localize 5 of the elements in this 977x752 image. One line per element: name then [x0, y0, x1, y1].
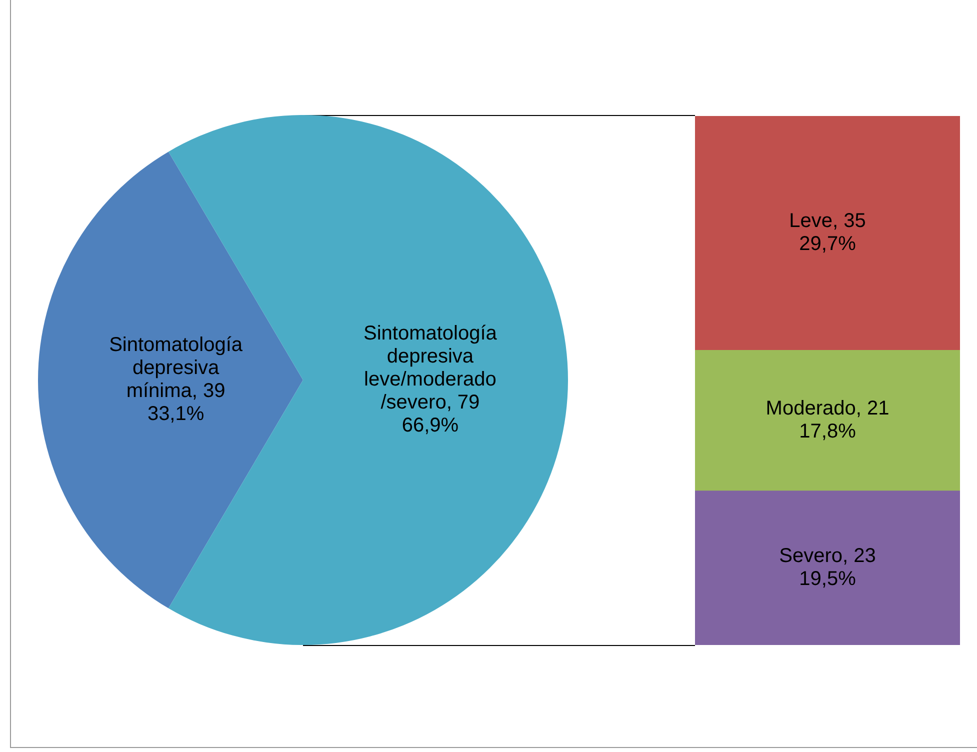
data-label: Severo, 23 19,5% — [779, 545, 876, 590]
slice-label: Sintomatología depresiva mínima, 39 33,1% — [109, 334, 244, 426]
data-label: Moderado, 21 17,8% — [766, 398, 890, 443]
data-label: Leve, 35 29,7% — [789, 210, 866, 256]
slice-label: Sintomatología depresiva leve/moderado /severo, 79 66,9% — [363, 322, 498, 437]
